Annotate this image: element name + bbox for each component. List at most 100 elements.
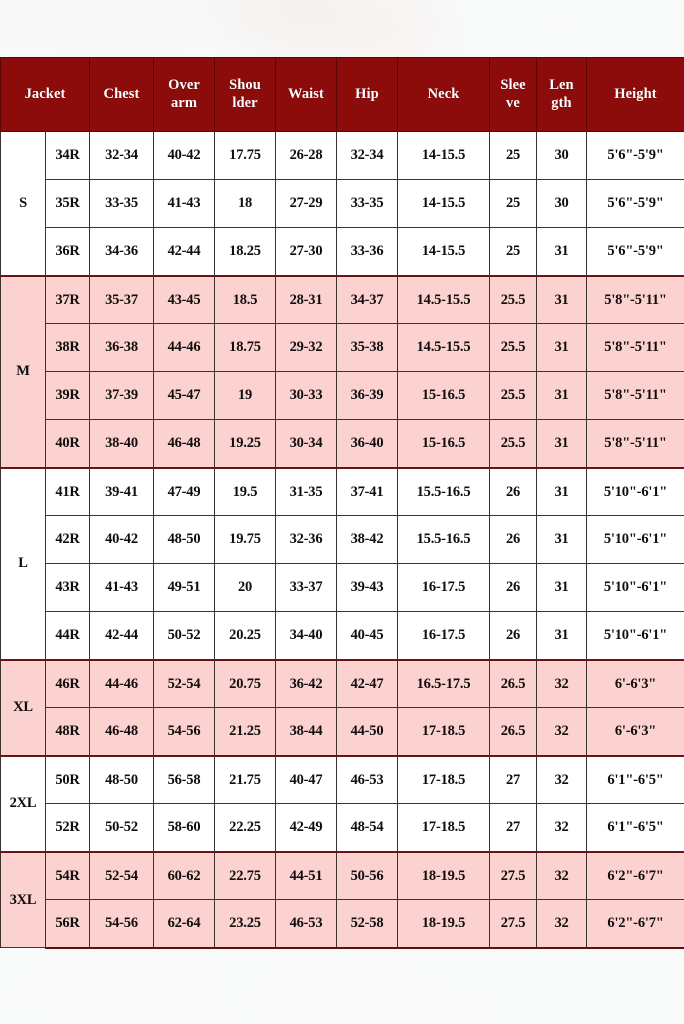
cell-chest: 33-35 — [89, 179, 154, 228]
cell-overarm: 49-51 — [153, 563, 215, 612]
column-header-height-line-1: Height — [614, 85, 657, 102]
column-header-length-line-2: gth — [551, 94, 572, 111]
cell-neck: 17-18.5 — [397, 754, 490, 804]
cell-overarm: 45-47 — [153, 371, 215, 420]
cell-length: 31 — [536, 371, 587, 420]
cell-length: 32 — [536, 899, 587, 949]
cell-chest: 50-52 — [89, 803, 154, 852]
cell-chest: 48-50 — [89, 754, 154, 804]
cell-length: 30 — [536, 131, 587, 180]
cell-height: 5'8"-5'11" — [586, 274, 684, 324]
cell-waist: 33-37 — [275, 563, 337, 612]
table-row: 48R 46-48 54-56 21.25 38-44 44-50 17-18.5 26.5 3… — [1, 707, 684, 756]
cell-neck: 15-16.5 — [397, 419, 490, 468]
cell-shoulder: 18.5 — [214, 274, 276, 324]
cell-shoulder: 22.25 — [214, 803, 276, 852]
table-row: M 37R 35-37 43-45 18.5 28-31 34-37 14.5-15.5 25.… — [0, 274, 684, 468]
cell-overarm: 52-54 — [153, 658, 215, 708]
size-chart-table: Jacket Chest Over arm Shou lder Waist — [0, 57, 684, 949]
cell-neck: 15-16.5 — [397, 371, 490, 420]
cell-overarm: 62-64 — [153, 899, 215, 949]
column-header-hip-line-1: Hip — [355, 85, 379, 102]
cell-neck: 16-17.5 — [397, 563, 490, 612]
table-row: 43R 41-43 49-51 20 33-37 39-43 16-17.5 26 31 5'10… — [1, 563, 684, 612]
table-row: 44R 42-44 50-52 20.25 34-40 40-45 16-17.5 26 31 5… — [1, 611, 684, 660]
cell-shoulder: 23.25 — [214, 899, 276, 949]
cell-jacket: 41R — [45, 466, 90, 516]
cell-chest: 42-44 — [89, 611, 154, 660]
cell-hip: 36-40 — [336, 419, 398, 468]
size-chart-body: S 34R 32-34 40-42 17.75 26-28 32-34 14-15.5 25 30… — [0, 131, 684, 949]
cell-jacket: 35R — [45, 179, 90, 228]
cell-shoulder: 21.75 — [214, 754, 276, 804]
cell-overarm: 41-43 — [153, 179, 215, 228]
cell-length: 32 — [536, 754, 587, 804]
column-header-waist: Waist — [275, 57, 337, 132]
cell-chest: 40-42 — [89, 515, 154, 564]
cell-height: 5'6"-5'9" — [586, 227, 684, 276]
cell-jacket: 48R — [45, 707, 90, 756]
cell-neck: 14.5-15.5 — [397, 274, 490, 324]
cell-height: 5'6"-5'9" — [586, 131, 684, 180]
column-header-shoulder: Shou lder — [214, 57, 276, 132]
column-header-sleeve-line-1: Slee — [500, 77, 526, 94]
size-chart-header: Jacket Chest Over arm Shou lder Waist — [0, 57, 684, 132]
cell-length: 31 — [536, 563, 587, 612]
cell-length: 31 — [536, 274, 587, 324]
cell-hip: 34-37 — [336, 274, 398, 324]
cell-hip: 35-38 — [336, 323, 398, 372]
cell-chest: 34-36 — [89, 227, 154, 276]
size-label-2xl: 2XL — [0, 754, 46, 852]
cell-hip: 33-36 — [336, 227, 398, 276]
cell-waist: 46-53 — [275, 899, 337, 949]
cell-waist: 40-47 — [275, 754, 337, 804]
cell-length: 32 — [536, 658, 587, 708]
cell-height: 5'10"-6'1" — [586, 611, 684, 660]
cell-waist: 31-35 — [275, 466, 337, 516]
table-row: XL 46R 44-46 52-54 20.75 36-42 42-47 16.5-17.5 2… — [0, 658, 684, 756]
cell-waist: 29-32 — [275, 323, 337, 372]
cell-length: 31 — [536, 466, 587, 516]
cell-neck: 18-19.5 — [397, 899, 490, 949]
size-label-m: M — [0, 274, 46, 468]
cell-hip: 40-45 — [336, 611, 398, 660]
size-chart-container: Jacket Chest Over arm Shou lder Waist — [0, 57, 684, 949]
column-header-sleeve-line-2: ve — [506, 94, 520, 111]
cell-sleeve: 25.5 — [489, 274, 537, 324]
cell-hip: 46-53 — [336, 754, 398, 804]
cell-shoulder: 20 — [214, 563, 276, 612]
cell-waist: 27-30 — [275, 227, 337, 276]
cell-jacket: 54R — [45, 850, 90, 900]
cell-neck: 14-15.5 — [397, 179, 490, 228]
table-row: 42R 40-42 48-50 19.75 32-36 38-42 15.5-16.5 26 3… — [1, 515, 684, 564]
cell-sleeve: 27.5 — [489, 850, 537, 900]
cell-sleeve: 26 — [489, 611, 537, 660]
column-header-chest-line-1: Chest — [103, 85, 140, 102]
size-label-3xl: 3XL — [0, 850, 46, 948]
column-header-shoulder-line-2: lder — [232, 94, 258, 111]
cell-length: 32 — [536, 707, 587, 756]
cell-chest: 54-56 — [89, 899, 154, 949]
table-row: 38R 36-38 44-46 18.75 29-32 35-38 14.5-15.5 25.… — [1, 323, 684, 372]
column-header-jacket: Jacket — [0, 57, 90, 132]
column-header-shoulder-line-1: Shou — [229, 77, 261, 94]
cell-sleeve: 25.5 — [489, 371, 537, 420]
cell-jacket: 42R — [45, 515, 90, 564]
table-row: 39R 37-39 45-47 19 30-33 36-39 15-16.5 25.5 31 5'… — [1, 371, 684, 420]
cell-waist: 36-42 — [275, 658, 337, 708]
cell-shoulder: 20.75 — [214, 658, 276, 708]
cell-chest: 36-38 — [89, 323, 154, 372]
cell-waist: 34-40 — [275, 611, 337, 660]
cell-sleeve: 26 — [489, 466, 537, 516]
cell-neck: 17-18.5 — [397, 707, 490, 756]
cell-shoulder: 19.5 — [214, 466, 276, 516]
cell-sleeve: 27 — [489, 803, 537, 852]
cell-neck: 16.5-17.5 — [397, 658, 490, 708]
cell-height: 6'-6'3" — [586, 658, 684, 708]
cell-sleeve: 26 — [489, 563, 537, 612]
cell-sleeve: 26 — [489, 515, 537, 564]
cell-hip: 48-54 — [336, 803, 398, 852]
table-row: 2XL 50R 48-50 56-58 21.75 40-47 46-53 17-18.5 27… — [0, 754, 684, 852]
table-row: L 41R 39-41 47-49 19.5 31-35 37-41 15.5-16.5 26 3… — [0, 466, 684, 660]
cell-hip: 33-35 — [336, 179, 398, 228]
